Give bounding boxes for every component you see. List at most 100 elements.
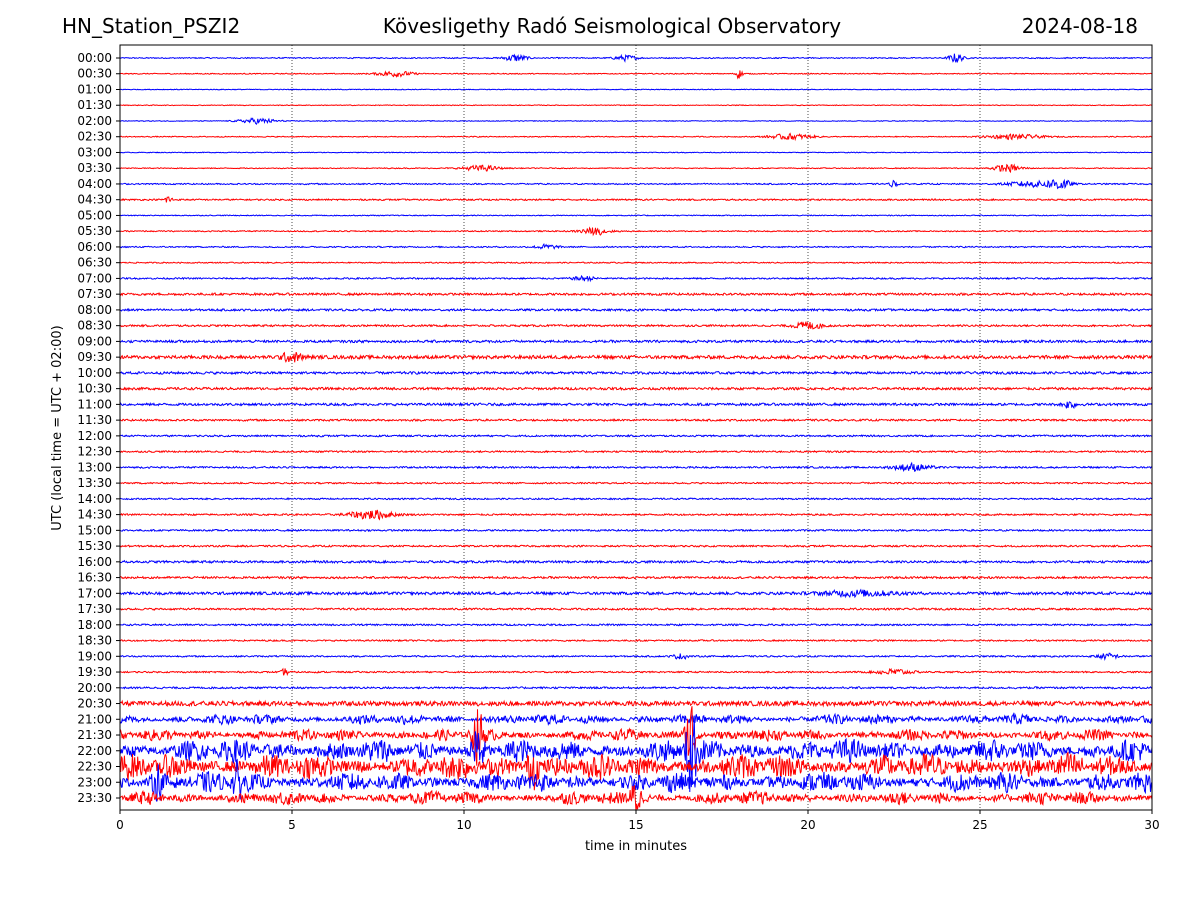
trace-1630 [120, 575, 1152, 580]
y-tick-label: 01:00 [77, 82, 112, 96]
chart-title: Kövesligethy Radó Seismological Observat… [382, 14, 842, 38]
trace-1900 [120, 652, 1152, 662]
y-tick-label: 06:00 [77, 240, 112, 254]
trace-1230 [120, 449, 1152, 454]
y-tick-label: 22:30 [77, 760, 112, 774]
y-tick-label: 19:00 [77, 649, 112, 663]
y-tick-label: 15:00 [77, 523, 112, 537]
trace-0430 [120, 196, 1152, 203]
y-tick-label: 06:30 [77, 256, 112, 270]
trace-1800 [120, 623, 1152, 627]
trace-1100 [120, 401, 1152, 409]
trace-0500 [120, 214, 1152, 217]
trace-1700 [120, 588, 1152, 599]
trace-0530 [120, 226, 1152, 237]
y-tick-label: 20:00 [77, 681, 112, 695]
y-tick-label: 10:30 [77, 382, 112, 396]
trace-0730 [120, 291, 1152, 297]
y-tick-label: 15:30 [77, 539, 112, 553]
trace-0030 [120, 70, 1152, 80]
trace-0700 [120, 274, 1152, 283]
plot-area [120, 45, 1152, 810]
trace-0400 [120, 178, 1152, 190]
trace-1330 [120, 481, 1152, 485]
x-axis-label: time in minutes [585, 839, 687, 854]
y-tick-label: 14:30 [77, 508, 112, 522]
y-tick-label: 16:00 [77, 555, 112, 569]
trace-1000 [120, 370, 1152, 376]
trace-2330 [120, 785, 1152, 810]
trace-1600 [120, 559, 1152, 565]
y-tick-label: 20:30 [77, 697, 112, 711]
y-tick-label: 10:00 [77, 366, 112, 380]
trace-0130 [120, 104, 1152, 107]
y-tick-label: 19:30 [77, 665, 112, 679]
y-tick-label: 05:30 [77, 224, 112, 238]
y-tick-label: 13:00 [77, 460, 112, 474]
trace-1530 [120, 544, 1152, 548]
x-tick-label: 5 [288, 818, 296, 832]
trace-1030 [120, 386, 1152, 392]
y-tick-label: 05:00 [77, 208, 112, 222]
x-tick-label: 15 [628, 818, 643, 832]
trace-1930 [120, 667, 1152, 677]
trace-0600 [120, 243, 1152, 250]
trace-1500 [120, 528, 1152, 533]
trace-0000 [120, 53, 1152, 64]
y-tick-label: 23:00 [77, 775, 112, 789]
y-tick-label: 03:30 [77, 161, 112, 175]
trace-1200 [120, 434, 1152, 438]
y-tick-label: 08:00 [77, 303, 112, 317]
trace-2030 [120, 699, 1152, 708]
trace-1400 [120, 497, 1152, 501]
trace-2200 [120, 715, 1152, 793]
trace-1430 [120, 509, 1152, 521]
trace-1730 [120, 607, 1152, 612]
x-tick-label: 0 [116, 818, 124, 832]
x-tick-label: 25 [972, 818, 987, 832]
y-tick-label: 09:00 [77, 334, 112, 348]
y-tick-label: 18:30 [77, 634, 112, 648]
trace-0330 [120, 163, 1152, 174]
y-tick-label: 16:30 [77, 571, 112, 585]
y-tick-label: 02:30 [77, 130, 112, 144]
trace-1300 [120, 461, 1152, 473]
trace-0830 [120, 321, 1152, 330]
trace-2000 [120, 685, 1152, 690]
chart-date: 2024-08-18 [1021, 14, 1138, 38]
y-tick-label: 11:30 [77, 413, 112, 427]
trace-0230 [120, 132, 1152, 142]
x-tick-label: 30 [1144, 818, 1159, 832]
trace-0300 [120, 151, 1152, 154]
y-tick-label: 23:30 [77, 791, 112, 805]
y-tick-label: 04:00 [77, 177, 112, 191]
trace-2230 [120, 751, 1152, 791]
trace-0100 [120, 88, 1152, 91]
y-tick-label: 22:00 [77, 744, 112, 758]
y-axis-label: UTC (local time = UTC + 02:00) [50, 325, 65, 530]
trace-2130 [120, 706, 1152, 766]
trace-0800 [120, 307, 1152, 313]
y-tick-label: 03:00 [77, 145, 112, 159]
y-tick-label: 08:30 [77, 319, 112, 333]
trace-2300 [120, 758, 1152, 802]
trace-1130 [120, 418, 1152, 423]
traces [120, 53, 1152, 810]
trace-0900 [120, 338, 1152, 344]
y-tick-label: 17:00 [77, 586, 112, 600]
trace-0930 [120, 351, 1152, 363]
y-tick-label: 01:30 [77, 98, 112, 112]
trace-2100 [120, 712, 1152, 726]
x-axis-ticks: 0 5 10 15 20 25 30 [116, 810, 1160, 832]
y-tick-label: 14:00 [77, 492, 112, 506]
x-tick-label: 20 [800, 818, 815, 832]
y-tick-label: 21:00 [77, 712, 112, 726]
trace-0630 [120, 261, 1152, 265]
trace-0200 [120, 117, 1152, 126]
y-tick-label: 12:00 [77, 429, 112, 443]
trace-1830 [120, 638, 1152, 643]
y-tick-label: 04:30 [77, 193, 112, 207]
y-tick-label: 17:30 [77, 602, 112, 616]
